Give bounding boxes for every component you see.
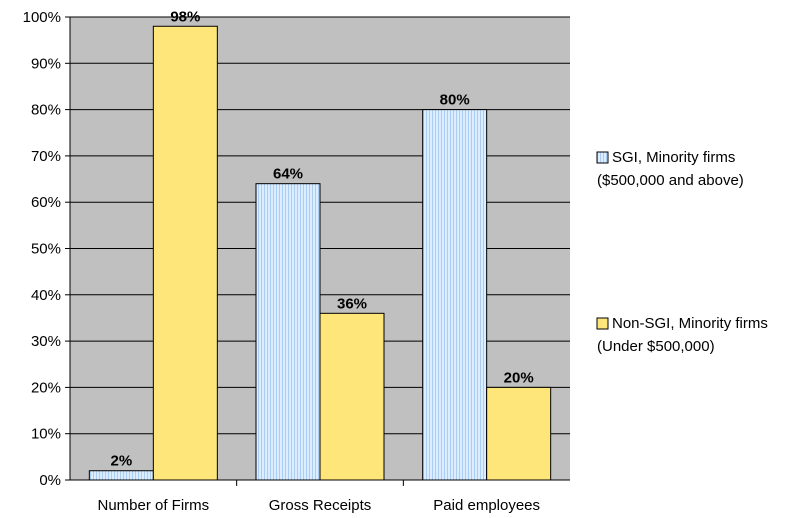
y-tick-label: 40% [31, 287, 61, 304]
x-axis: Number of Firms Gross Receipts Paid employ… [70, 479, 570, 514]
y-tick-label: 20% [31, 379, 61, 396]
data-label: 98% [170, 8, 200, 25]
y-tick-label: 10% [31, 426, 61, 443]
legend-label: (Under $500,000) [597, 338, 715, 355]
legend-label: Non-SGI, Minority firms [612, 315, 768, 332]
bar-non-sgi [486, 386, 552, 481]
y-tick-label: 70% [31, 148, 61, 165]
category-label: Gross Receipts [269, 497, 372, 514]
legend-label: SGI, Minority firms [612, 149, 735, 166]
data-label: 80% [440, 92, 470, 109]
y-tick-label: 50% [31, 241, 61, 258]
bar-non-sgi [152, 25, 218, 481]
bar-sgi [88, 470, 154, 481]
data-label: 36% [337, 295, 367, 312]
category-label: Number of Firms [97, 497, 209, 514]
legend-label: ($500,000 and above) [597, 172, 744, 189]
bars [88, 25, 552, 481]
legend: SGI, Minority firms ($500,000 and above) N… [596, 149, 768, 355]
y-tick-label: 60% [31, 194, 61, 211]
y-tick-label: 90% [31, 55, 61, 72]
bar-sgi [422, 109, 488, 481]
y-axis: 0% 10% 20% 30% 40% 50% 60% 70% 80% 90% 100% [23, 9, 71, 489]
y-tick-label: 80% [31, 102, 61, 119]
bar-sgi [255, 183, 321, 481]
bar-non-sgi [319, 312, 385, 481]
data-label: 20% [504, 369, 534, 386]
legend-swatch [596, 317, 609, 330]
y-tick-label: 100% [23, 9, 61, 26]
y-tick-label: 0% [39, 472, 61, 489]
data-labels: 2% 98% 64% 36% 80% 20% [110, 8, 533, 469]
data-label: 64% [273, 166, 303, 183]
category-label: Paid employees [433, 497, 540, 514]
data-label: 2% [110, 453, 132, 470]
y-tick-label: 30% [31, 333, 61, 350]
legend-swatch [596, 151, 609, 164]
